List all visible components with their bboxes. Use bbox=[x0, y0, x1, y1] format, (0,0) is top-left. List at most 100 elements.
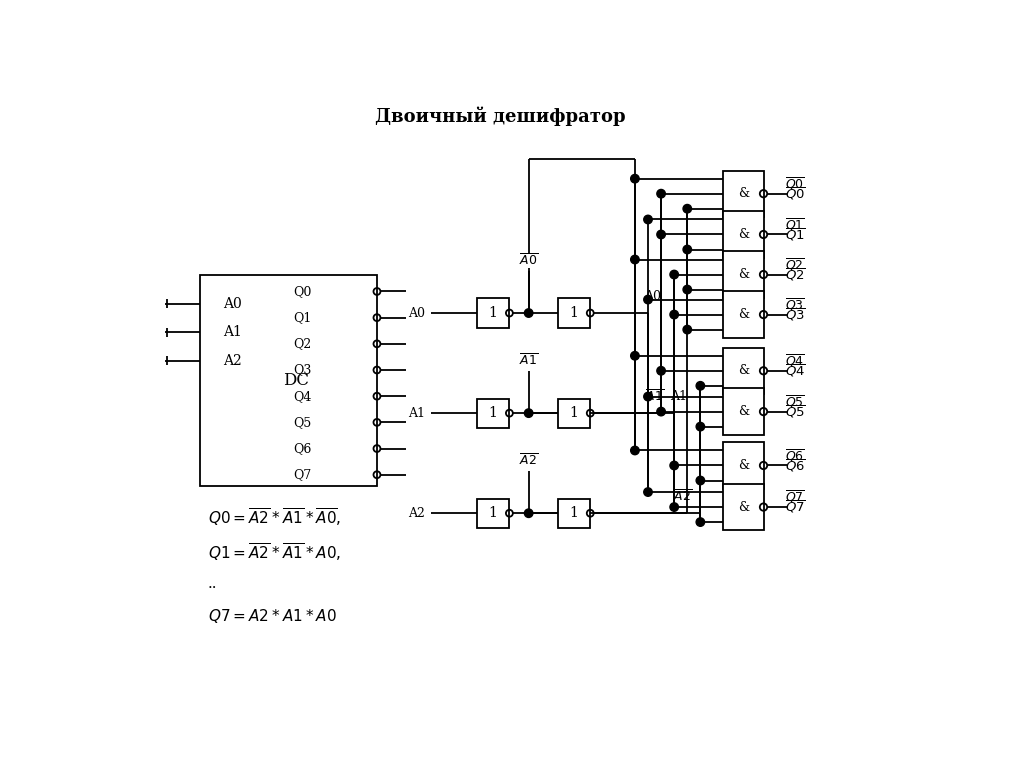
Text: &: & bbox=[738, 228, 749, 241]
Bar bbox=[558, 298, 590, 328]
Text: $\overline{A1}$: $\overline{A1}$ bbox=[645, 388, 665, 404]
Circle shape bbox=[670, 503, 679, 512]
Circle shape bbox=[656, 230, 666, 239]
Text: A0: A0 bbox=[223, 297, 242, 311]
Circle shape bbox=[683, 325, 691, 334]
Circle shape bbox=[656, 367, 666, 375]
Text: $\overline{Q2}$: $\overline{Q2}$ bbox=[785, 266, 806, 283]
Text: &: & bbox=[738, 187, 749, 200]
Text: Q7: Q7 bbox=[293, 468, 311, 481]
Text: $\overline{Q4}$: $\overline{Q4}$ bbox=[785, 363, 806, 379]
Circle shape bbox=[683, 205, 691, 213]
Bar bbox=[724, 389, 764, 435]
Text: $\overline{Q1}$: $\overline{Q1}$ bbox=[785, 226, 806, 242]
Text: $\overline{A2}$: $\overline{A2}$ bbox=[519, 453, 539, 469]
Text: Q5: Q5 bbox=[293, 416, 311, 429]
Circle shape bbox=[656, 407, 666, 416]
Text: 1: 1 bbox=[488, 306, 498, 320]
Text: Q0: Q0 bbox=[786, 193, 805, 206]
Circle shape bbox=[683, 285, 691, 294]
Circle shape bbox=[683, 245, 691, 254]
Text: &: & bbox=[738, 308, 749, 321]
Bar bbox=[477, 399, 509, 428]
Bar bbox=[724, 347, 764, 394]
Text: 1: 1 bbox=[488, 506, 498, 520]
Circle shape bbox=[644, 295, 652, 304]
Text: Q6: Q6 bbox=[293, 442, 311, 455]
Text: $\overline{Q6}$: $\overline{Q6}$ bbox=[785, 457, 806, 474]
Circle shape bbox=[670, 311, 679, 319]
Text: &: & bbox=[738, 364, 749, 377]
Text: A2: A2 bbox=[408, 507, 425, 520]
Text: Q3: Q3 bbox=[293, 364, 311, 377]
Circle shape bbox=[644, 488, 652, 496]
Text: Двоичный дешифратор: Двоичный дешифратор bbox=[375, 107, 626, 127]
Text: Q1: Q1 bbox=[786, 233, 805, 246]
Text: $\overline{Q5}$: $\overline{Q5}$ bbox=[785, 393, 805, 410]
Text: Q4: Q4 bbox=[786, 370, 805, 383]
Text: $Q1 = \overline{A2} * \overline{A1} * A0,$: $Q1 = \overline{A2} * \overline{A1} * A0… bbox=[208, 541, 341, 563]
Circle shape bbox=[631, 351, 639, 360]
Text: Q2: Q2 bbox=[293, 337, 311, 351]
Text: $\overline{A1}$: $\overline{A1}$ bbox=[519, 353, 539, 368]
Circle shape bbox=[670, 461, 679, 469]
Bar bbox=[558, 399, 590, 428]
Bar bbox=[724, 170, 764, 217]
Text: $\overline{Q0}$: $\overline{Q0}$ bbox=[785, 176, 805, 192]
Text: $\overline{Q4}$: $\overline{Q4}$ bbox=[785, 353, 805, 369]
Text: A1: A1 bbox=[408, 407, 425, 420]
Bar bbox=[724, 443, 764, 489]
Text: &: & bbox=[738, 459, 749, 472]
Circle shape bbox=[524, 509, 532, 518]
Circle shape bbox=[696, 381, 705, 390]
Text: &: & bbox=[738, 268, 749, 281]
Text: Q4: Q4 bbox=[293, 390, 311, 403]
Bar bbox=[724, 212, 764, 258]
Text: $\overline{Q6}$: $\overline{Q6}$ bbox=[785, 447, 805, 464]
Text: $\overline{Q2}$: $\overline{Q2}$ bbox=[785, 256, 805, 273]
Text: Q0: Q0 bbox=[293, 285, 311, 298]
Text: Q3: Q3 bbox=[786, 314, 805, 327]
Circle shape bbox=[644, 216, 652, 224]
Text: &: & bbox=[738, 501, 749, 514]
Text: Q6: Q6 bbox=[786, 464, 805, 477]
Circle shape bbox=[524, 409, 532, 417]
Text: A0: A0 bbox=[644, 290, 662, 303]
Circle shape bbox=[631, 255, 639, 264]
Bar bbox=[477, 298, 509, 328]
Text: $\overline{A0}$: $\overline{A0}$ bbox=[519, 253, 539, 268]
Text: A1: A1 bbox=[671, 390, 687, 403]
Text: $\overline{Q1}$: $\overline{Q1}$ bbox=[785, 216, 805, 232]
Text: A0: A0 bbox=[408, 307, 425, 320]
Text: Q5: Q5 bbox=[786, 410, 805, 423]
Text: 1: 1 bbox=[569, 407, 579, 420]
Text: 1: 1 bbox=[569, 306, 579, 320]
Text: $\overline{Q3}$: $\overline{Q3}$ bbox=[785, 296, 805, 313]
Circle shape bbox=[696, 476, 705, 485]
Bar bbox=[724, 291, 764, 337]
Bar bbox=[558, 499, 590, 528]
Bar bbox=[724, 252, 764, 298]
Circle shape bbox=[524, 309, 532, 318]
Circle shape bbox=[670, 270, 679, 278]
Text: &: & bbox=[738, 405, 749, 418]
Text: ..: .. bbox=[208, 577, 217, 591]
Bar bbox=[200, 275, 377, 486]
Circle shape bbox=[656, 189, 666, 198]
Text: $\overline{Q3}$: $\overline{Q3}$ bbox=[785, 306, 806, 323]
Text: Q7: Q7 bbox=[786, 506, 805, 519]
Text: $Q7 = A2 * A1 * A0$: $Q7 = A2 * A1 * A0$ bbox=[208, 607, 337, 625]
Text: Q2: Q2 bbox=[786, 273, 805, 286]
Text: A2: A2 bbox=[223, 354, 242, 367]
Circle shape bbox=[696, 423, 705, 431]
Circle shape bbox=[631, 446, 639, 455]
Circle shape bbox=[644, 393, 652, 401]
Text: Q1: Q1 bbox=[293, 311, 311, 324]
Text: $\overline{Q7}$: $\overline{Q7}$ bbox=[785, 489, 805, 505]
Circle shape bbox=[696, 518, 705, 526]
Text: 1: 1 bbox=[569, 506, 579, 520]
Text: $\overline{Q0}$: $\overline{Q0}$ bbox=[785, 186, 806, 202]
Text: $Q0 = \overline{A2} * \overline{A1} * \overline{A0},$: $Q0 = \overline{A2} * \overline{A1} * \o… bbox=[208, 506, 341, 528]
Text: A1: A1 bbox=[223, 325, 242, 339]
Bar bbox=[477, 499, 509, 528]
